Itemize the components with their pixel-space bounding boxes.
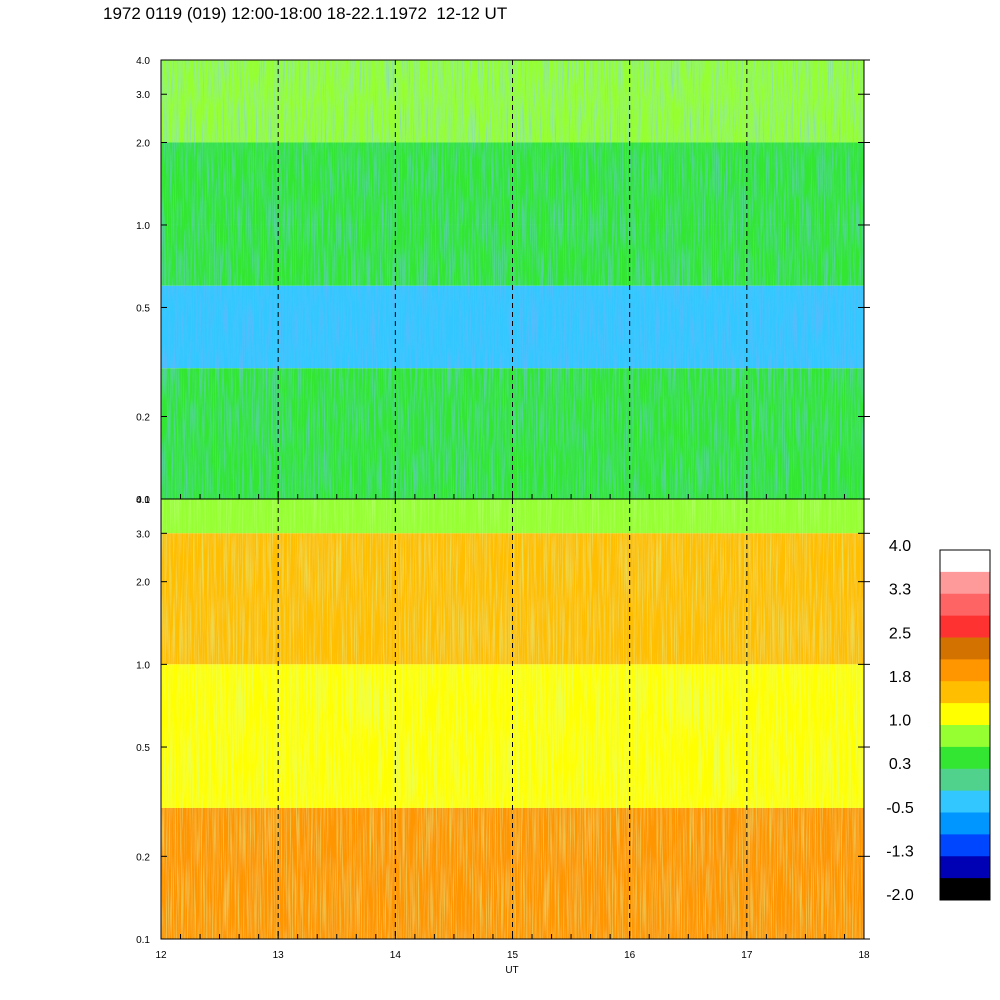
x-tick-label-0: 12 [155, 950, 167, 961]
colorbar-cell-7 [940, 703, 990, 726]
colorbar-cell-3 [940, 615, 990, 638]
bottom-ytick-label-0: 0.1 [136, 935, 150, 946]
colorbar-cell-0 [940, 550, 990, 573]
colorbar-label-1: 3.3 [889, 582, 911, 599]
colorbar-label-4: 1.0 [889, 713, 911, 730]
colorbar-cell-2 [940, 593, 990, 617]
colorbar-cell-9 [940, 746, 990, 770]
chart-title: 1972 0119 (019) 12:00-18:00 18-22.1.1972… [103, 4, 508, 23]
top-ytick-label-2: 0.5 [136, 303, 150, 314]
bottom-ytick-label-4: 2.0 [136, 578, 150, 589]
top-ytick-label-1: 0.2 [136, 413, 150, 424]
colorbar-cell-5 [940, 659, 990, 682]
bottom-ytick-label-5: 3.0 [136, 529, 150, 540]
colorbar: 4.0 3.3 2.5 1.8 1.0 0.3 -0.5 -1.3 -2.0 [886, 538, 991, 904]
colorbar-cell-13 [940, 834, 990, 857]
colorbar-label-7: -1.3 [886, 843, 914, 860]
colorbar-label-5: 0.3 [889, 756, 911, 773]
top-band-3 [161, 285, 864, 369]
top-ytick-label-0: 0.1 [136, 495, 150, 506]
top-ytick-label-5: 3.0 [136, 90, 150, 101]
bottom-ytick-label-3: 1.0 [136, 660, 150, 671]
top-band-1 [161, 142, 864, 225]
colorbar-frame [939, 549, 991, 901]
colorbar-cell-8 [940, 725, 990, 748]
bottom-ytick-label-6: 4.0 [136, 495, 150, 506]
colorbar-cell-11 [940, 790, 990, 813]
x-tick-label-1: 13 [273, 950, 285, 961]
x-tick-label-3: 15 [507, 950, 519, 961]
top-ytick-label-4: 2.0 [136, 138, 150, 149]
colorbar-label-3: 1.8 [889, 669, 911, 686]
top-panel: 0.1 0.2 0.5 1.0 2.0 3.0 4.0 [136, 56, 870, 506]
bottom-ytick-label-1: 0.2 [136, 852, 150, 863]
bottom-panel: 0.1 0.2 0.5 1.0 2.0 3.0 4.0 12 13 14 15 16 17 18 [136, 495, 870, 961]
x-tick-label-6: 18 [858, 950, 870, 961]
colorbar-label-0: 4.0 [889, 538, 911, 555]
top-ytick-label-3: 1.0 [136, 221, 150, 232]
x-axis-label: UT [505, 965, 518, 976]
colorbar-cell-15 [940, 878, 990, 901]
bottom-ytick-label-2: 0.5 [136, 743, 150, 754]
colorbar-cell-4 [940, 637, 990, 660]
colorbar-label-6: -0.5 [886, 800, 914, 817]
colorbar-cell-12 [940, 812, 990, 835]
colorbar-label-2: 2.5 [889, 625, 911, 642]
colorbar-cell-1 [940, 571, 990, 595]
colorbar-cell-14 [940, 856, 990, 879]
colorbar-label-8: -2.0 [886, 887, 914, 904]
x-tick-label-2: 14 [390, 950, 402, 961]
colorbar-cell-6 [940, 681, 990, 704]
x-tick-label-5: 17 [741, 950, 753, 961]
top-ytick-label-6: 4.0 [136, 56, 150, 67]
x-tick-label-4: 16 [624, 950, 636, 961]
colorbar-cell-10 [940, 768, 990, 792]
